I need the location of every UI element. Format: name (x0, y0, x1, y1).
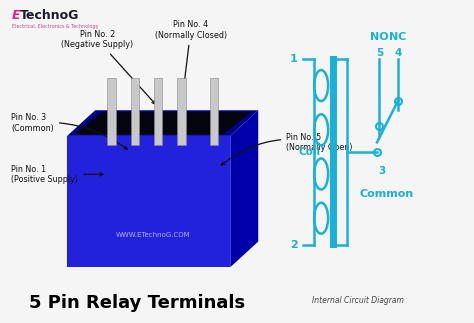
FancyBboxPatch shape (107, 78, 116, 145)
Text: TechnoG: TechnoG (19, 9, 79, 22)
Text: 5: 5 (376, 47, 383, 57)
Text: Pin No. 3
(Common): Pin No. 3 (Common) (11, 113, 127, 149)
Text: Internal Circuit Diagram: Internal Circuit Diagram (312, 296, 404, 305)
Polygon shape (74, 112, 251, 134)
Text: E: E (12, 9, 21, 22)
Text: Electrical, Electronics & Technology: Electrical, Electronics & Technology (12, 24, 99, 29)
Polygon shape (67, 110, 258, 136)
Text: Coil: Coil (299, 147, 320, 157)
Text: 2: 2 (290, 240, 298, 250)
Text: 5 Pin Relay Terminals: 5 Pin Relay Terminals (29, 294, 245, 312)
Text: Common: Common (359, 189, 413, 199)
FancyBboxPatch shape (330, 56, 337, 248)
Polygon shape (67, 136, 230, 267)
Text: WWW.ETechnoG.COM: WWW.ETechnoG.COM (116, 232, 191, 238)
Polygon shape (230, 110, 258, 267)
Text: 4: 4 (394, 47, 402, 57)
Text: Pin No. 1
(Positive Supply): Pin No. 1 (Positive Supply) (11, 165, 103, 184)
FancyBboxPatch shape (177, 78, 185, 145)
Text: Pin No. 5
(Normally Open): Pin No. 5 (Normally Open) (221, 132, 353, 165)
FancyBboxPatch shape (130, 78, 139, 145)
Text: 3: 3 (378, 166, 385, 176)
Text: 1: 1 (290, 54, 298, 64)
FancyBboxPatch shape (210, 78, 218, 145)
Text: Pin No. 4
(Normally Closed): Pin No. 4 (Normally Closed) (155, 20, 227, 103)
FancyBboxPatch shape (154, 78, 162, 145)
Text: Pin No. 2
(Negative Supply): Pin No. 2 (Negative Supply) (62, 30, 155, 104)
Text: NC: NC (389, 32, 407, 42)
Text: NO: NO (370, 32, 389, 42)
